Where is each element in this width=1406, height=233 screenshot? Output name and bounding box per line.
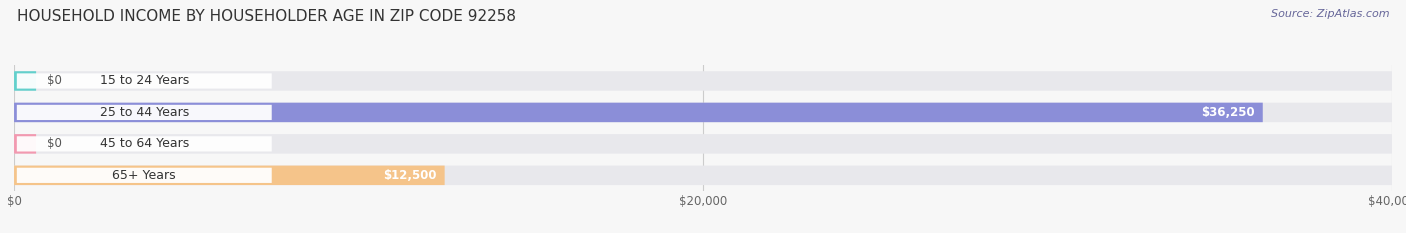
FancyBboxPatch shape [17, 105, 271, 120]
Text: $12,500: $12,500 [382, 169, 436, 182]
Text: 45 to 64 Years: 45 to 64 Years [100, 137, 188, 150]
FancyBboxPatch shape [17, 136, 271, 151]
FancyBboxPatch shape [14, 71, 37, 91]
FancyBboxPatch shape [14, 166, 444, 185]
FancyBboxPatch shape [14, 166, 1392, 185]
Text: $0: $0 [48, 137, 62, 150]
Text: $0: $0 [48, 75, 62, 87]
Text: 15 to 24 Years: 15 to 24 Years [100, 75, 188, 87]
FancyBboxPatch shape [17, 168, 271, 183]
FancyBboxPatch shape [14, 134, 37, 154]
FancyBboxPatch shape [14, 103, 1263, 122]
FancyBboxPatch shape [17, 73, 271, 89]
Text: HOUSEHOLD INCOME BY HOUSEHOLDER AGE IN ZIP CODE 92258: HOUSEHOLD INCOME BY HOUSEHOLDER AGE IN Z… [17, 9, 516, 24]
FancyBboxPatch shape [14, 71, 1392, 91]
Text: Source: ZipAtlas.com: Source: ZipAtlas.com [1271, 9, 1389, 19]
Text: $36,250: $36,250 [1201, 106, 1254, 119]
FancyBboxPatch shape [14, 134, 1392, 154]
FancyBboxPatch shape [14, 103, 1392, 122]
Text: 65+ Years: 65+ Years [112, 169, 176, 182]
Text: 25 to 44 Years: 25 to 44 Years [100, 106, 188, 119]
